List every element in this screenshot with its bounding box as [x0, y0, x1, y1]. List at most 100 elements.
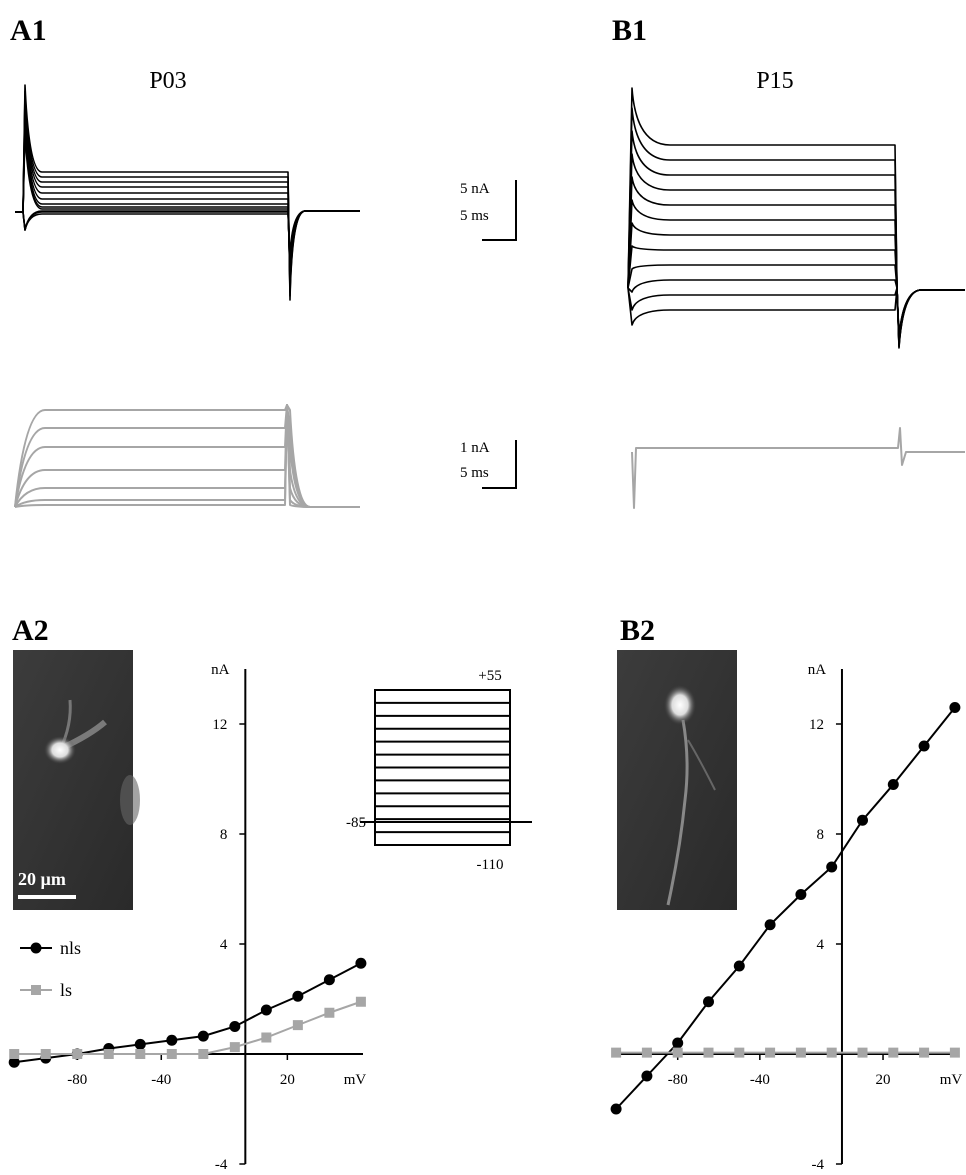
x-tick-label: -40: [151, 1072, 171, 1088]
scale-label: 5 nA: [460, 181, 490, 197]
trace: [627, 130, 965, 347]
series-line: [14, 1000, 362, 1055]
trace: [14, 404, 360, 508]
voltage-protocol: [360, 689, 532, 846]
x-tick-label: 20: [280, 1072, 295, 1088]
point: [826, 1047, 837, 1058]
y-tick-label: 8: [816, 827, 824, 843]
y-tick-label: -4: [215, 1157, 228, 1173]
point: [764, 919, 776, 931]
protocol-label: +55: [478, 668, 501, 684]
scale-label: 20 µm: [18, 869, 66, 889]
scale-label: 5 ms: [460, 208, 489, 224]
legend-marker: [30, 942, 42, 954]
trace-title: P15: [756, 68, 793, 94]
point: [734, 1047, 745, 1058]
panel-label: B2: [620, 614, 655, 647]
point: [611, 1047, 622, 1058]
panel-label: A1: [10, 14, 47, 47]
point: [765, 1047, 776, 1058]
point: [197, 1030, 209, 1042]
point: [134, 1038, 146, 1050]
panel-label: B1: [612, 14, 647, 47]
point: [229, 1042, 240, 1053]
point: [703, 1047, 714, 1058]
point: [826, 861, 838, 873]
point: [355, 957, 367, 969]
point: [166, 1049, 177, 1059]
point: [261, 1032, 272, 1043]
panel-label: A2: [12, 614, 49, 647]
cell-image: 20 µm: [13, 650, 140, 910]
trace: [627, 287, 965, 339]
point: [888, 1047, 899, 1058]
x-tick-label: 20: [876, 1072, 891, 1088]
trace: [14, 404, 360, 508]
point: [949, 702, 961, 713]
y-tick-label: -4: [811, 1157, 824, 1173]
y-tick-label: 4: [220, 937, 228, 953]
point: [135, 1049, 146, 1059]
point: [166, 1034, 178, 1046]
y-tick-label: 12: [212, 717, 227, 733]
trace: [627, 287, 965, 338]
trace: [14, 404, 360, 508]
point: [324, 1007, 335, 1018]
point: [918, 740, 930, 752]
point: [72, 1049, 83, 1059]
current-traces: [14, 84, 965, 509]
point: [40, 1049, 51, 1059]
trace: [627, 87, 965, 349]
trace-title: P03: [149, 68, 186, 94]
point: [229, 1021, 241, 1032]
point: [355, 996, 366, 1007]
scale-label: 1 nA: [460, 440, 490, 456]
trace: [627, 176, 965, 345]
cell-image: [617, 650, 737, 910]
trace: [15, 132, 360, 269]
trace: [15, 96, 360, 293]
point: [795, 889, 807, 900]
protocol-label: -110: [477, 857, 504, 873]
point: [292, 990, 304, 1002]
trace: [14, 404, 360, 508]
trace: [627, 222, 965, 343]
trace: [14, 404, 360, 508]
trace: [627, 264, 965, 341]
trace: [15, 108, 360, 285]
point: [198, 1049, 209, 1059]
point: [260, 1004, 272, 1016]
point: [610, 1103, 622, 1115]
point: [703, 996, 715, 1008]
point: [856, 814, 868, 826]
scale-bar: [482, 180, 517, 489]
point: [292, 1020, 303, 1031]
trace: [15, 210, 360, 261]
point: [887, 779, 899, 790]
point: [323, 974, 335, 986]
trace: [14, 404, 360, 508]
trace: [15, 210, 360, 265]
y-tick-label: 12: [809, 717, 824, 733]
trace: [631, 427, 965, 509]
legend-label: nls: [60, 938, 81, 958]
point: [919, 1047, 930, 1058]
trace: [627, 107, 965, 348]
point: [949, 1047, 960, 1058]
y-axis-label: nA: [211, 662, 230, 678]
trace: [14, 404, 360, 508]
series-line: [615, 706, 956, 1110]
scale-label: 5 ms: [460, 465, 489, 481]
point: [103, 1049, 114, 1059]
point: [672, 1047, 683, 1058]
x-tick-label: -80: [67, 1072, 87, 1088]
series-line: [14, 962, 362, 1064]
x-tick-label: -80: [668, 1072, 688, 1088]
point: [9, 1049, 20, 1059]
x-axis-label: mV: [940, 1072, 963, 1088]
point: [795, 1047, 806, 1058]
y-axis-label: nA: [808, 662, 827, 678]
x-tick-label: -40: [750, 1072, 770, 1088]
